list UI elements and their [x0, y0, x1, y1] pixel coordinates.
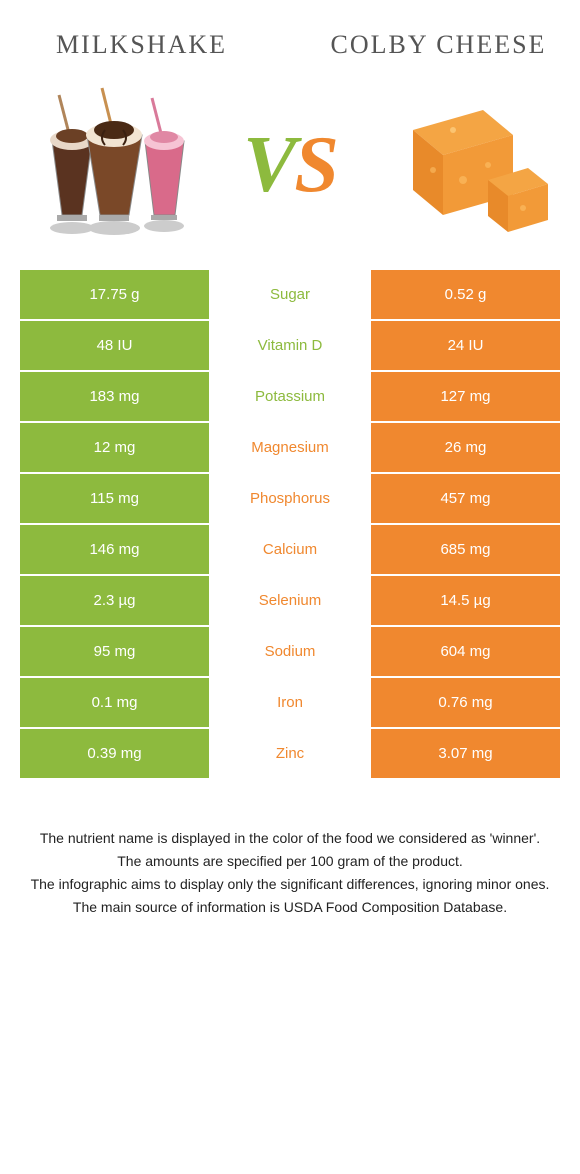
nutrient-label: Vitamin D — [209, 321, 371, 370]
nutrient-label: Potassium — [209, 372, 371, 421]
vs-label: VS — [243, 120, 337, 211]
cheese-image — [376, 80, 560, 250]
table-row: 115 mgPhosphorus457 mg — [20, 474, 560, 523]
footer-line: The amounts are specified per 100 gram o… — [30, 851, 550, 872]
title-left: Milkshake — [20, 30, 263, 60]
left-value: 95 mg — [20, 627, 209, 676]
table-row: 146 mgCalcium685 mg — [20, 525, 560, 574]
nutrient-label: Zinc — [209, 729, 371, 778]
nutrient-table: 17.75 gSugar0.52 g48 IUVitamin D24 IU183… — [20, 270, 560, 778]
right-value: 0.76 mg — [371, 678, 560, 727]
titles-row: Milkshake Colby cheese — [20, 30, 560, 60]
right-value: 457 mg — [371, 474, 560, 523]
nutrient-label: Sugar — [209, 270, 371, 319]
nutrient-label: Selenium — [209, 576, 371, 625]
right-value: 14.5 µg — [371, 576, 560, 625]
table-row: 48 IUVitamin D24 IU — [20, 321, 560, 370]
left-value: 183 mg — [20, 372, 209, 421]
nutrient-label: Sodium — [209, 627, 371, 676]
left-value: 2.3 µg — [20, 576, 209, 625]
table-row: 95 mgSodium604 mg — [20, 627, 560, 676]
footer-line: The infographic aims to display only the… — [30, 874, 550, 895]
footer-line: The nutrient name is displayed in the co… — [30, 828, 550, 849]
left-value: 0.39 mg — [20, 729, 209, 778]
left-value: 115 mg — [20, 474, 209, 523]
milkshake-image — [20, 80, 204, 250]
vs-s: S — [294, 121, 337, 209]
right-value: 24 IU — [371, 321, 560, 370]
left-value: 146 mg — [20, 525, 209, 574]
table-row: 12 mgMagnesium26 mg — [20, 423, 560, 472]
vs-v: V — [243, 121, 294, 209]
left-value: 12 mg — [20, 423, 209, 472]
left-value: 17.75 g — [20, 270, 209, 319]
footer-notes: The nutrient name is displayed in the co… — [20, 828, 560, 918]
nutrient-label: Calcium — [209, 525, 371, 574]
table-row: 183 mgPotassium127 mg — [20, 372, 560, 421]
title-right: Colby cheese — [317, 30, 560, 60]
right-value: 685 mg — [371, 525, 560, 574]
right-value: 3.07 mg — [371, 729, 560, 778]
nutrient-label: Iron — [209, 678, 371, 727]
table-row: 0.1 mgIron0.76 mg — [20, 678, 560, 727]
table-row: 2.3 µgSelenium14.5 µg — [20, 576, 560, 625]
right-value: 604 mg — [371, 627, 560, 676]
nutrient-label: Magnesium — [209, 423, 371, 472]
hero-row: VS — [20, 80, 560, 250]
table-row: 17.75 gSugar0.52 g — [20, 270, 560, 319]
nutrient-label: Phosphorus — [209, 474, 371, 523]
right-value: 127 mg — [371, 372, 560, 421]
footer-line: The main source of information is USDA F… — [30, 897, 550, 918]
right-value: 26 mg — [371, 423, 560, 472]
left-value: 48 IU — [20, 321, 209, 370]
table-row: 0.39 mgZinc3.07 mg — [20, 729, 560, 778]
left-value: 0.1 mg — [20, 678, 209, 727]
right-value: 0.52 g — [371, 270, 560, 319]
